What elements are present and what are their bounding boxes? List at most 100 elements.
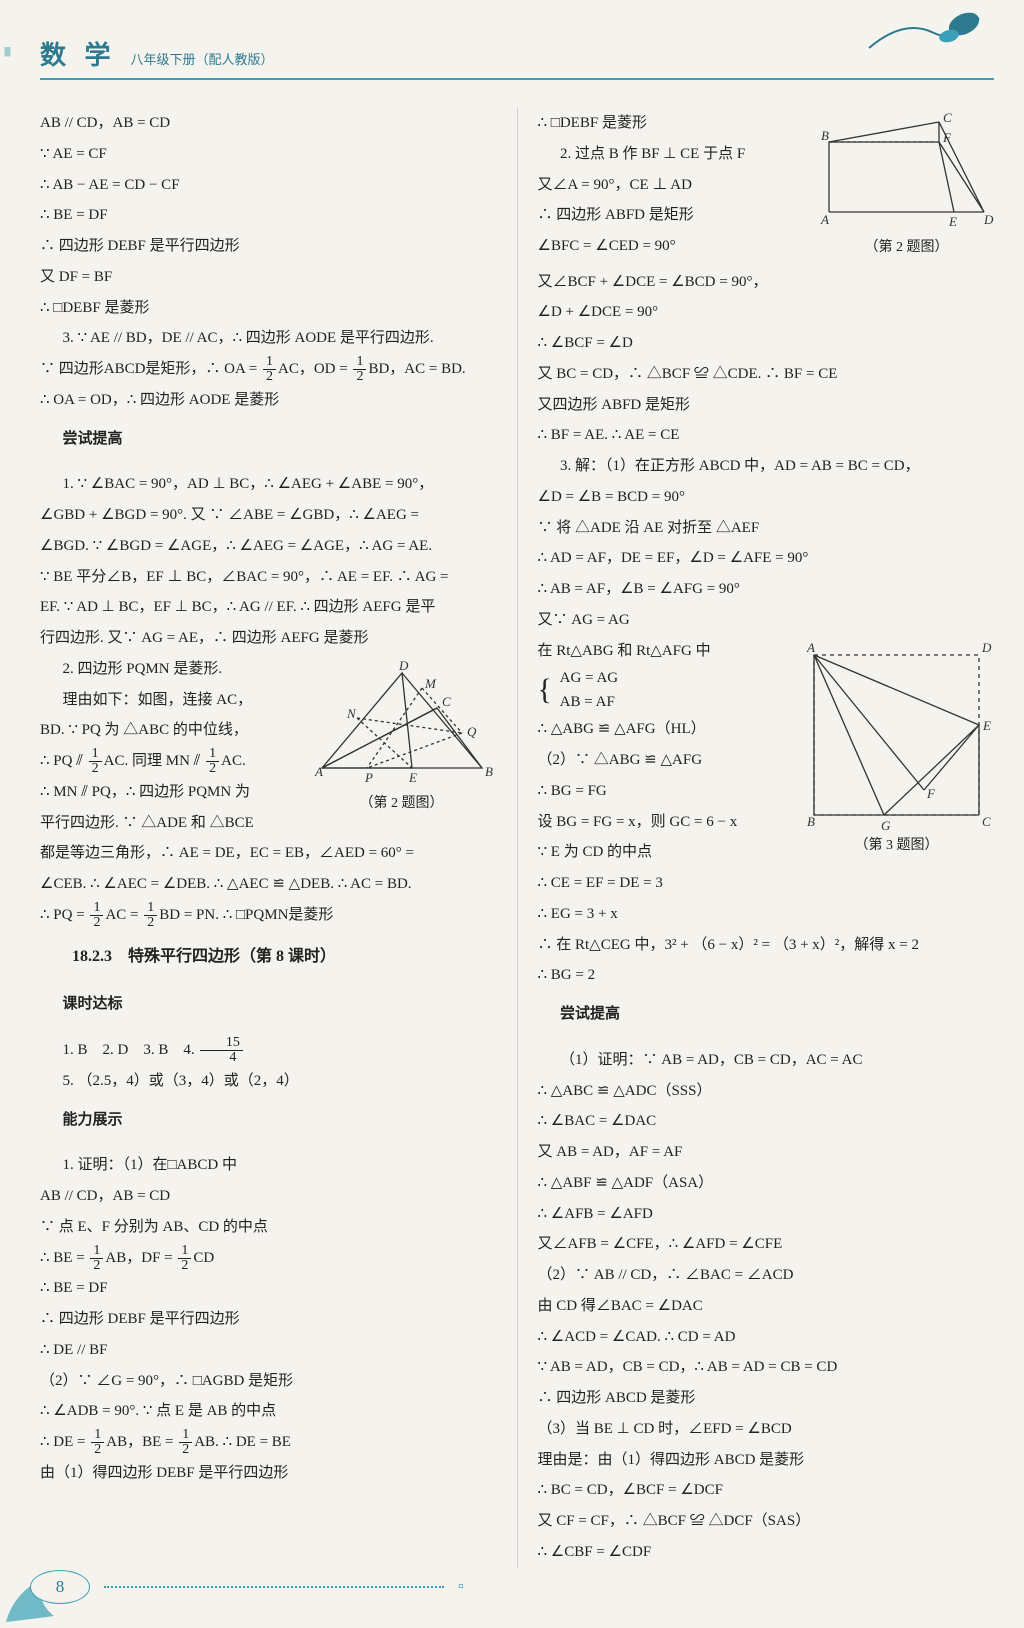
text-line: ∴ 在 Rt△CEG 中，3² + （6 − x）² = （3 + x）²，解得… <box>538 930 995 961</box>
text-span: ∴ BE = <box>40 1250 88 1266</box>
fraction: 12 <box>91 1428 104 1457</box>
footer-dots <box>104 1585 444 1588</box>
text-line: ∴ BE = DF <box>40 200 497 231</box>
subsection-head: 能力展示 <box>40 1105 497 1136</box>
text-span: AB = AF <box>560 694 615 710</box>
svg-text:B: B <box>821 128 829 143</box>
text-line: ∴ PQ = 12AC = 12BD = PN. ∴ □PQMN是菱形 <box>40 900 497 931</box>
text-line: ∵ 四边形ABCD是矩形，∴ OA = 12AC，OD = 12BD，AC = … <box>40 354 497 385</box>
text-line: 3. ∵ AE // BD，DE // AC，∴ 四边形 AODE 是平行四边形… <box>40 323 497 354</box>
svg-text:C: C <box>982 814 991 829</box>
fraction: 12 <box>90 1244 103 1273</box>
text-line: 又∠BCF + ∠DCE = ∠BCD = 90°， <box>538 267 995 298</box>
svg-text:E: E <box>948 214 957 229</box>
spine-marks: |||||| <box>4 46 10 57</box>
fraction: 12 <box>89 747 102 776</box>
text-line: ∴ CE = EF = DE = 3 <box>538 868 995 899</box>
text-span: BD = PN. ∴ □PQMN是菱形 <box>159 907 333 923</box>
svg-text:P: P <box>364 770 373 785</box>
text-line: 又 BC = CD，∴ △BCF ≌ △CDE. ∴ BF = CE <box>538 359 995 390</box>
fraction: 12 <box>90 901 103 930</box>
fraction: 12 <box>263 355 276 384</box>
text-line: ∴ ∠BCF = ∠D <box>538 328 995 359</box>
svg-text:E: E <box>408 770 417 785</box>
text-line: ∵ BE 平分∠B，EF ⊥ BC，∠BAC = 90°，∴ AE = EF. … <box>40 562 497 593</box>
text-line: ∴ BC = CD，∠BCF = ∠DCF <box>538 1475 995 1506</box>
text-line: （2）∵ AB // CD，∴ ∠BAC = ∠ACD <box>538 1260 995 1291</box>
fraction: 12 <box>179 1428 192 1457</box>
figure-caption: （第 3 题图） <box>799 832 994 861</box>
text-line: EF. ∵ AD ⊥ BC，EF ⊥ BC，∴ AG // EF. ∴ 四边形 … <box>40 592 497 623</box>
diagram-triangle-icon: D M C N Q A P E B <box>307 658 497 788</box>
text-line: ∴ □DEBF 是菱形 <box>40 293 497 324</box>
text-line: ∵ AE = CF <box>40 139 497 170</box>
text-span: ∵ 四边形ABCD是矩形，∴ OA = <box>40 361 261 377</box>
text-line: 又四边形 ABFD 是矩形 <box>538 390 995 421</box>
svg-text:M: M <box>424 676 437 691</box>
text-span: ∴ PQ = <box>40 907 88 923</box>
subsection-head: 课时达标 <box>40 989 497 1020</box>
text-line: 又 CF = CF，∴ △BCF ≌ △DCF（SAS） <box>538 1506 995 1537</box>
text-line: ∴ OA = OD，∴ 四边形 AODE 是菱形 <box>40 385 497 416</box>
text-line: 5. （2.5，4）或（3，4）或（2，4） <box>40 1066 497 1097</box>
text-span: AB，DF = <box>105 1250 176 1266</box>
svg-text:E: E <box>982 718 991 733</box>
text-line: 由（1）得四边形 DEBF 是平行四边形 <box>40 1458 497 1489</box>
text-line: （2）∵ ∠G = 90°，∴ □AGBD 是矩形 <box>40 1366 497 1397</box>
text-span: AB，BE = <box>106 1434 177 1450</box>
text-line: ∵ AB = AD，CB = CD，∴ AB = AD = CB = CD <box>538 1352 995 1383</box>
text-line: 又∠AFB = ∠CFE，∴ ∠AFD = ∠CFE <box>538 1229 995 1260</box>
text-line: ∴ 四边形 ABCD 是菱形 <box>538 1383 995 1414</box>
text-line: ∴ △ABC ≌ △ADC（SSS） <box>538 1076 995 1107</box>
text-line: ∠BGD. ∵ ∠BGD = ∠AGE，∴ ∠AEG = ∠AGE，∴ AG =… <box>40 531 497 562</box>
text-line: ∠GBD + ∠BGD = 90°. 又 ∵ ∠ABE = ∠GBD，∴ ∠AE… <box>40 500 497 531</box>
figure-caption: （第 2 题图） <box>819 234 994 263</box>
text-line: （3）当 BE ⊥ CD 时，∠EFD = ∠BCD <box>538 1414 995 1445</box>
text-line: ∴ ∠AFB = ∠AFD <box>538 1199 995 1230</box>
text-line: 理由是：由（1）得四边形 ABCD 是菱形 <box>538 1445 995 1476</box>
text-span: AC. 同理 MN ⫽ <box>104 753 204 769</box>
text-span: BD，AC = BD. <box>368 361 465 377</box>
text-span: 1. B 2. D 3. B 4. <box>63 1042 199 1058</box>
svg-text:A: A <box>806 640 815 655</box>
subject-title: 数 学 <box>40 35 117 72</box>
subsection-head: 尝试提高 <box>40 424 497 455</box>
text-line: ∴ ∠ACD = ∠CAD. ∴ CD = AD <box>538 1322 995 1353</box>
svg-text:D: D <box>983 212 994 227</box>
text-line: 1. 证明：（1）在□ABCD 中 <box>40 1150 497 1181</box>
fraction: 12 <box>178 1244 191 1273</box>
figure-caption: （第 2 题图） <box>307 790 497 819</box>
svg-text:B: B <box>485 764 493 779</box>
right-column: B C F A E D （第 2 题图） ∴ □DEBF 是菱形 2. 过点 B… <box>517 108 995 1568</box>
text-line: ∴ ∠BAC = ∠DAC <box>538 1106 995 1137</box>
text-span: AC，OD = <box>278 361 351 377</box>
svg-text:C: C <box>442 694 451 709</box>
text-line: ∴ △ABF ≌ △ADF（ASA） <box>538 1168 995 1199</box>
svg-text:F: F <box>942 130 952 145</box>
text-span: ∴ PQ ⫽ <box>40 753 87 769</box>
svg-text:A: A <box>314 764 323 779</box>
text-line: ∴ DE = 12AB，BE = 12AB. ∴ DE = BE <box>40 1427 497 1458</box>
text-line: ∴ BF = AE. ∴ AE = CE <box>538 420 995 451</box>
diagram-trapezoid-icon: B C F A E D <box>819 112 994 232</box>
text-line: 3. 解：（1）在正方形 ABCD 中，AD = AB = BC = CD， <box>538 451 995 482</box>
svg-text:D: D <box>398 658 409 673</box>
text-span: CD <box>193 1250 214 1266</box>
text-line: 又 DF = BF <box>40 262 497 293</box>
text-line: ∵ 点 E、F 分别为 AB、CD 的中点 <box>40 1212 497 1243</box>
text-line: 由 CD 得∠BAC = ∠DAC <box>538 1291 995 1322</box>
svg-text:B: B <box>807 814 815 829</box>
fraction: 12 <box>353 355 366 384</box>
text-span: AB. ∴ DE = BE <box>194 1434 291 1450</box>
text-line: ∴ ∠CBF = ∠CDF <box>538 1537 995 1568</box>
text-line: ∵ 将 △ADE 沿 AE 对折至 △AEF <box>538 513 995 544</box>
text-line: ∠CEB. ∴ ∠AEC = ∠DEB. ∴ △AEC ≌ △DEB. ∴ AC… <box>40 869 497 900</box>
text-line: AB // CD，AB = CD <box>40 1181 497 1212</box>
header-flourish-icon <box>864 8 984 56</box>
text-line: 1. B 2. D 3. B 4. 154 <box>40 1035 497 1066</box>
text-line: ∴ DE // BF <box>40 1335 497 1366</box>
svg-text:Q: Q <box>467 724 477 739</box>
text-line: ∠D = ∠B = BCD = 90° <box>538 482 995 513</box>
figure-2-right: B C F A E D （第 2 题图） <box>819 112 994 263</box>
text-line: ∴ BE = DF <box>40 1273 497 1304</box>
